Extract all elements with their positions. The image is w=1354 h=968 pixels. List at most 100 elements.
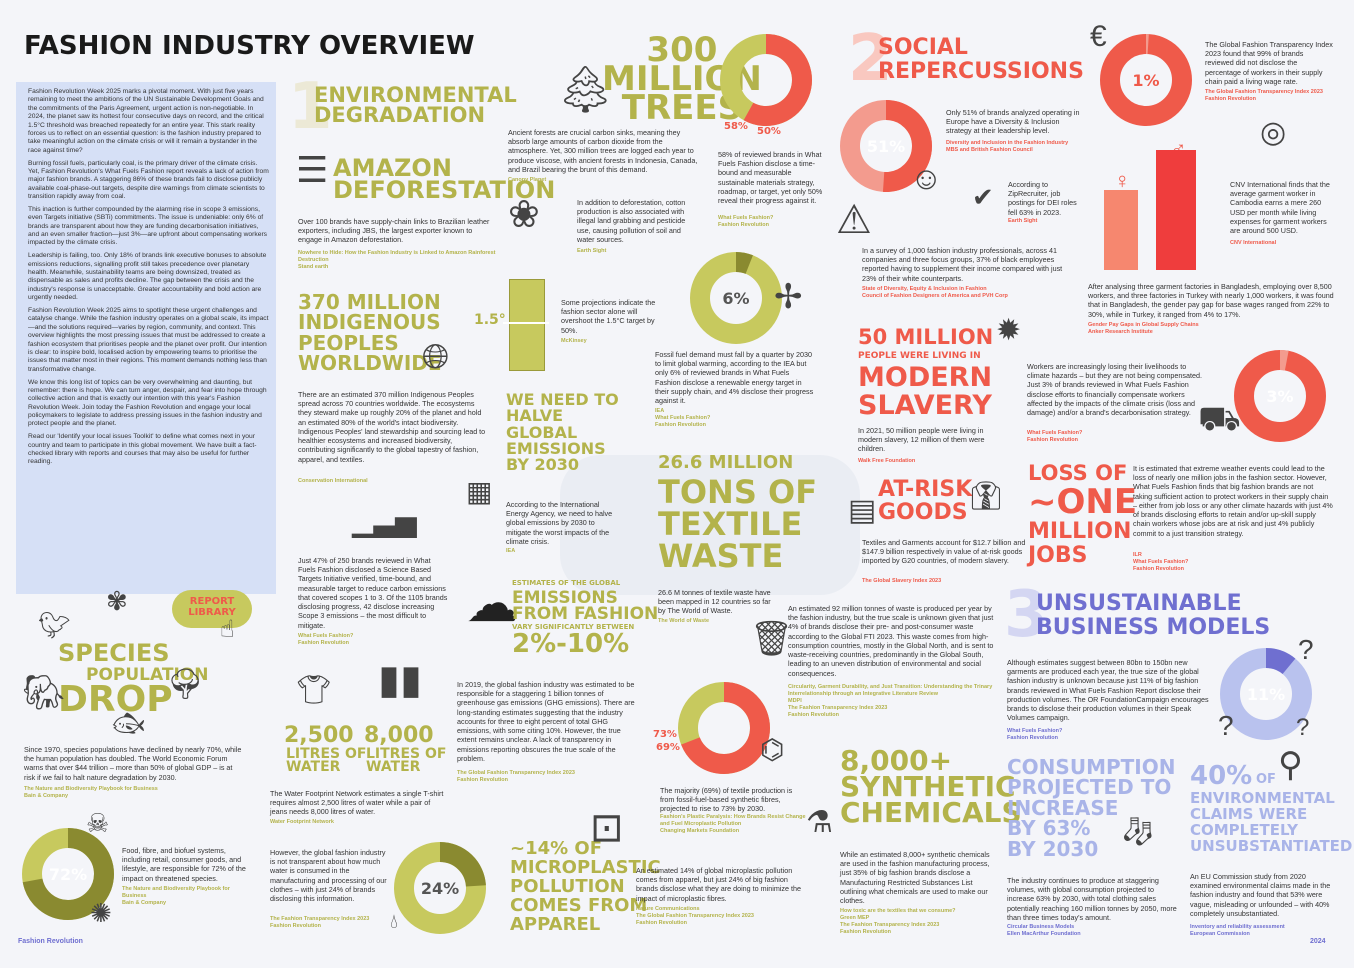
tractor-icon: ⛟: [1198, 400, 1241, 438]
synthetic-label-b: 69%: [656, 742, 680, 753]
jobs-title-a: LOSS OF: [1028, 461, 1128, 485]
halve-text: According to the International Energy Ag…: [506, 500, 613, 546]
globe-icon: 🌐︎: [422, 338, 450, 376]
molecule-icon: ⌬: [760, 734, 785, 765]
materials-label-b: 50%: [757, 126, 781, 137]
water-source: Water Footprint Network: [270, 819, 334, 825]
intro-paragraph: Fashion Revolution Week 2025 marks a piv…: [28, 88, 264, 154]
sbti-source: What Fuels Fashion? Fashion Revolution: [298, 633, 354, 646]
sock-icon: 🧦︎: [1120, 816, 1156, 847]
synthetic-source: Fashion's Plastic Paralysis: How Brands …: [660, 814, 806, 834]
living-wage-donut: 1%: [1100, 34, 1192, 126]
drop-icon: 💧︎: [390, 911, 398, 933]
chemicals-title: 8,000+ SYNTHETIC CHEMICALS: [840, 744, 1022, 830]
wind-turbine-icon: ✢: [774, 278, 803, 316]
water-text: The Water Footprint Network estimates a …: [270, 789, 444, 817]
sbti-text: Just 47% of 250 brands reviewed in What …: [298, 556, 448, 630]
claims-source: Inventory and reliability assessment Eur…: [1190, 924, 1285, 937]
diversity-donut: 51%: [840, 100, 932, 192]
slavery-title-b: PEOPLE WERE LIVING IN: [858, 351, 981, 361]
atrisk-text: Textiles and Garments account for $12.7 …: [862, 538, 1026, 566]
section-number: 3: [1004, 578, 1049, 652]
halve-source: IEA: [506, 548, 516, 554]
textile-title-a: 26.6 MILLION: [658, 452, 794, 473]
materials-donut: [720, 34, 812, 126]
donut-value: 1%: [1132, 71, 1159, 90]
section-title: ENVIRONMENTAL DEGRADATION: [314, 83, 517, 127]
overshoot-text: Some projections indicate the fashion se…: [561, 298, 656, 335]
claims-text: An EU Commission study from 2020 examine…: [1190, 872, 1331, 918]
volumes-text: Although estimates suggest between 80bn …: [1007, 658, 1209, 723]
cnv-text: CNV International finds that the average…: [1230, 180, 1330, 236]
coins-icon: ◎: [1260, 116, 1287, 149]
amazon-text: Over 100 brands have supply-chain links …: [298, 217, 490, 245]
intro-panel: Fashion Revolution Week 2025 marks a piv…: [16, 82, 276, 594]
footer-brand: Fashion Revolution: [18, 938, 83, 945]
section-number: 2: [848, 22, 893, 96]
donut-value: 11%: [1247, 685, 1285, 704]
tree-icon: 🌳︎: [166, 668, 205, 701]
warning-icon: ⚠︎: [836, 198, 872, 242]
consumption-title: CONSUMPTION PROJECTED TO INCREASE BY 63%…: [1007, 755, 1176, 861]
ghg-text: In 2019, the global fashion industry was…: [457, 680, 635, 763]
overshoot-line: [503, 322, 549, 324]
tshirt-water-unit: LITRES OF WATER: [286, 746, 367, 776]
section-title: UNSUSTAINABLE BUSINESS MODELS: [1036, 591, 1271, 641]
estimates-title: EMISSIONS FROM FASHION: [512, 588, 659, 625]
living-wage-source: The Global Fashion Transparency Index 20…: [1205, 89, 1323, 102]
bee-icon: ✾: [106, 586, 128, 616]
renewable-source: IEA What Fuels Fashion? Fashion Revoluti…: [655, 408, 711, 428]
tshirt-water-value: 2,500: [284, 723, 354, 748]
synthetic-label-a: 73%: [653, 729, 677, 740]
textile-text: 26.6 M tonnes of textile waste have been…: [658, 588, 771, 616]
cotton-icon: ❀: [508, 194, 540, 236]
chemicals-source: How toxic are the textiles that we consu…: [840, 908, 956, 935]
indigenous-source: Conservation International: [298, 478, 368, 484]
overshoot-source: McKinsey: [561, 338, 587, 344]
slavery-title-a: 50 MILLION: [858, 325, 994, 349]
shout-icon: ✹: [996, 314, 1022, 347]
microplastic-title: ~14% OF MICROPLASTIC POLLUTION COMES FRO…: [510, 838, 661, 935]
diversity-source: Diversity and Inclusion in the Fashion I…: [946, 140, 1069, 153]
money-hand-icon: €: [1090, 20, 1107, 53]
cotton-text: In addition to deforestation, cotton pro…: [577, 198, 686, 244]
chart-icon: ▁▃▅: [352, 506, 417, 537]
jeans-water-value: 8,000: [364, 723, 434, 748]
amazon-title: AMAZON DEFORESTATION: [333, 154, 556, 205]
page-title: FASHION INDUSTRY OVERVIEW: [24, 31, 475, 61]
claims-of: OF: [1256, 772, 1276, 787]
jobs-text: It is estimated that extreme weather eve…: [1133, 464, 1333, 538]
compensate-source: What Fuels Fashion? Fashion Revolution: [1027, 430, 1083, 443]
survey-source: State of Diversity, Equity & Inclusion i…: [862, 286, 1008, 299]
female-icon: ♀: [1114, 168, 1131, 193]
donut-value: 72%: [49, 865, 87, 884]
log-icon: ☰: [296, 149, 329, 190]
dei-text: According to ZipRecruiter, job postings …: [1008, 180, 1077, 217]
intro-paragraph: This inaction is further compounded by t…: [28, 205, 268, 247]
footer-year: 2024: [1310, 938, 1326, 945]
tshirt-icon: 👕︎: [296, 674, 332, 705]
trees-source: Canopy Planet: [508, 177, 547, 183]
male-wage-bar: [1156, 150, 1196, 270]
compensate-text: Workers are increasingly losing their li…: [1027, 362, 1203, 418]
intro-paragraph: Leadership is failing, too. Only 18% of …: [28, 252, 267, 302]
renewable-donut: 6%: [690, 252, 782, 344]
claims-title: ENVIRONMENTAL CLAIMS WERE COMPLETELY UNS…: [1190, 789, 1353, 856]
materials-text: 58% of reviewed brands in What Fuels Fas…: [718, 150, 823, 206]
survey-text: In a survey of 1,000 fashion industry pr…: [862, 246, 1063, 283]
textile-source: The World of Waste: [658, 618, 710, 624]
trees-text: Ancient forests are crucial carbon sinks…: [508, 128, 698, 174]
living-wage-text: The Global Fashion Transparency Index 20…: [1205, 40, 1333, 86]
section-number: 1: [288, 70, 333, 144]
overshoot-label: 1.5°: [474, 312, 506, 328]
materials-source: What Fuels Fashion? Fashion Revolution: [718, 215, 774, 228]
jeans-water-unit: LITRES OF WATER: [366, 746, 447, 776]
slavery-title-c: MODERN SLAVERY: [858, 362, 993, 421]
volumes-source: What Fuels Fashion? Fashion Revolution: [1007, 728, 1063, 741]
species-title-b: POPULATION: [86, 665, 209, 685]
report-library-button[interactable]: REPORT LIBRARY: [172, 590, 252, 628]
indigenous-text: There are an estimated 370 million Indig…: [298, 390, 486, 464]
slavery-text: In 2021, 50 million people were living i…: [858, 426, 985, 454]
fabric-icon: ▤: [848, 494, 877, 527]
female-wage-bar: [1104, 190, 1138, 270]
